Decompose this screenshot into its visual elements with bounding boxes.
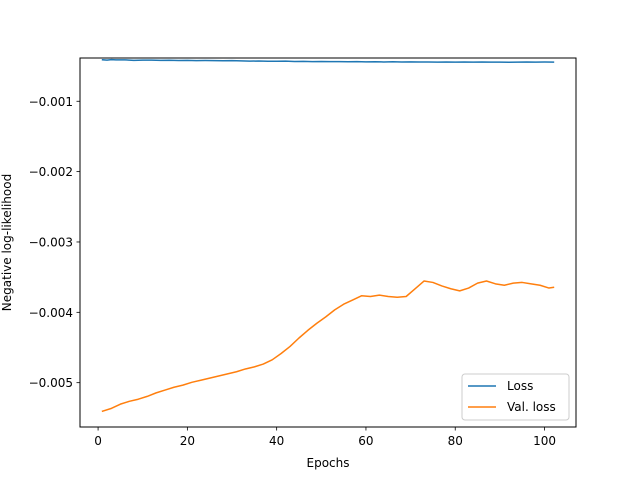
x-tick-label: 60: [358, 434, 373, 448]
y-tick-label: −0.001: [29, 95, 73, 109]
y-axis: −0.005 −0.004 −0.003 −0.002 −0.001: [29, 95, 80, 390]
plot-frame: [79, 57, 577, 428]
y-tick-label: −0.003: [29, 235, 73, 249]
series-line-loss: [101, 58, 555, 63]
legend-label-loss: Loss: [507, 379, 533, 393]
y-axis-label: Negative log-likelihood: [0, 174, 14, 311]
x-axis-label: Epochs: [307, 456, 350, 470]
x-tick-label: 40: [269, 434, 284, 448]
x-tick-label: 80: [448, 434, 463, 448]
legend-label-val-loss: Val. loss: [507, 400, 556, 414]
x-tick-label: 20: [180, 434, 195, 448]
series-layer: [101, 58, 555, 413]
series-line-val-loss: [101, 280, 555, 413]
y-tick-label: −0.002: [29, 165, 73, 179]
y-tick-label: −0.005: [29, 376, 73, 390]
x-axis: 0 20 40 60 80 100: [94, 427, 556, 448]
x-tick-label: 100: [533, 434, 556, 448]
x-tick-label: 0: [94, 434, 102, 448]
legend: Loss Val. loss: [461, 373, 570, 421]
y-tick-label: −0.004: [29, 306, 73, 320]
